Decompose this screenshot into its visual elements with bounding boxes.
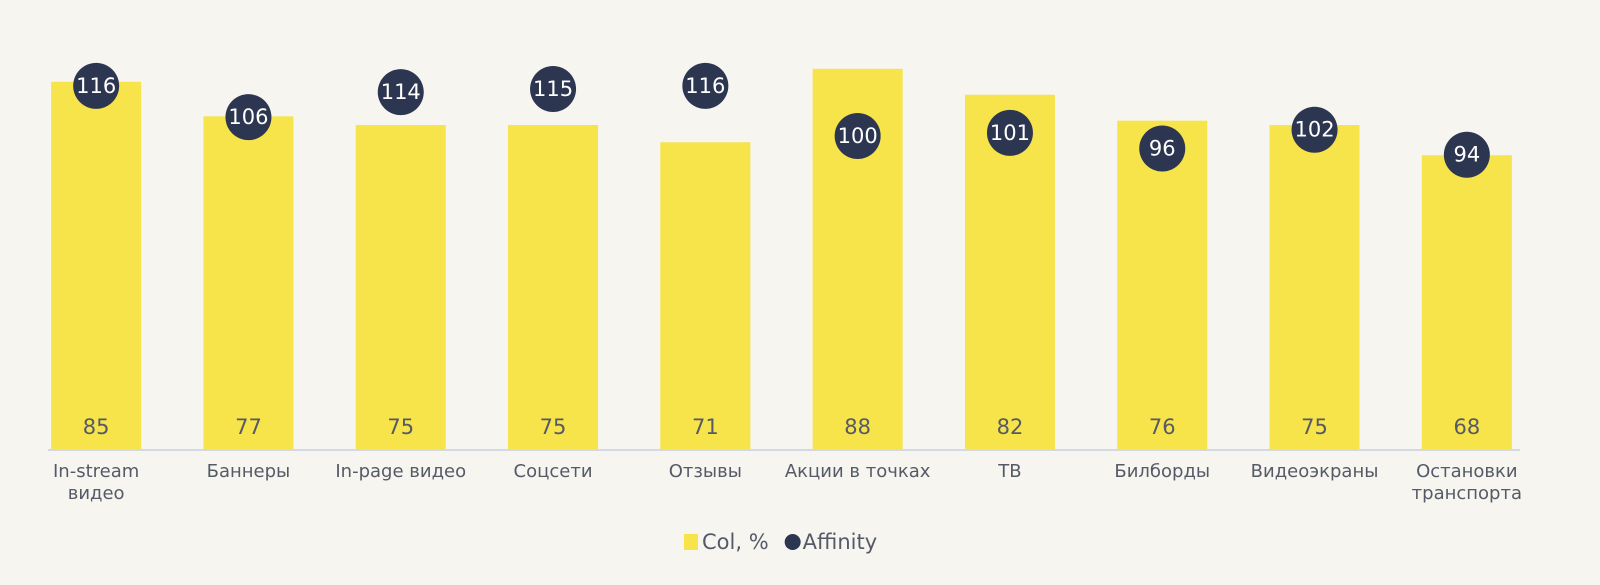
bar-value-label: 71: [692, 415, 719, 439]
x-label-box: Билборды: [1114, 461, 1211, 482]
bar-value-label: 88: [844, 415, 871, 439]
dot-value-label: 100: [838, 124, 878, 148]
bar: [1117, 120, 1208, 450]
x-tick-label: Остановки транспорта: [1411, 461, 1523, 504]
legend-swatch: [684, 534, 698, 550]
x-label-box: Соцсети: [513, 461, 593, 482]
dot-value-label: 102: [1295, 118, 1335, 142]
legend-label: Col, %: [702, 530, 769, 554]
affinity-dot: [682, 62, 729, 109]
affinity-dot: [73, 62, 120, 109]
x-tick-label: Соцсети: [513, 461, 593, 482]
dot-value-label: 115: [533, 77, 573, 101]
legend-swatch: [784, 534, 801, 550]
bar: [1269, 125, 1360, 449]
affinity-dot: [834, 112, 881, 159]
x-tick-label: Акции в точках: [784, 461, 931, 482]
bar-value-label: 85: [83, 415, 110, 439]
x-tick-label: Билборды: [1114, 461, 1211, 482]
affinity-dot: [1291, 106, 1338, 153]
affinity-dot: [986, 109, 1033, 156]
x-label-box: Акции в точках: [784, 461, 931, 482]
x-label-box: In-page видео: [335, 461, 467, 482]
dot-value-label: 96: [1149, 136, 1176, 160]
x-tick-label: In-stream видео: [52, 461, 140, 504]
dot-value-label: 94: [1453, 143, 1480, 167]
affinity-dot: [530, 66, 577, 112]
bar: [508, 125, 599, 449]
x-label-box: Баннеры: [206, 461, 291, 482]
x-label-box: Остановки транспорта: [1411, 461, 1523, 504]
legend: Col, % Affinity: [684, 530, 877, 554]
x-tick-label: ТВ: [998, 461, 1022, 482]
bar: [51, 81, 142, 450]
x-tick-label: In-page видео: [335, 461, 467, 482]
bar: [203, 116, 294, 450]
bar-value-label: 77: [235, 415, 262, 439]
bar-value-label: 82: [997, 415, 1024, 439]
x-label-box: In-stream видео: [52, 461, 140, 504]
affinity-dot: [225, 94, 272, 141]
affinity-dot: [1443, 131, 1490, 178]
legend-label: Affinity: [803, 530, 877, 554]
affinity-dot: [1139, 125, 1186, 172]
x-label-box: Отзывы: [668, 461, 742, 482]
x-tick-label: Отзывы: [668, 461, 742, 482]
x-label-box: ТВ: [998, 461, 1022, 482]
dot-value-label: 101: [990, 121, 1030, 145]
bar-value-label: 75: [1301, 415, 1328, 439]
bar-value-label: 75: [387, 415, 414, 439]
x-tick-label: Баннеры: [206, 461, 291, 482]
affinity-dot: [377, 69, 424, 116]
x-tick-label: Видеоэкраны: [1250, 461, 1379, 482]
bar-value-label: 75: [540, 415, 567, 439]
bar: [1421, 155, 1512, 450]
dot-value-label: 114: [381, 80, 421, 104]
bar: [660, 142, 751, 449]
dot-value-label: 106: [228, 105, 268, 129]
bar-value-label: 68: [1453, 415, 1480, 439]
bar-value-label: 76: [1149, 415, 1176, 439]
dot-value-label: 116: [685, 74, 725, 98]
bar: [355, 125, 446, 449]
dot-value-label: 116: [76, 74, 116, 98]
x-label-box: Видеоэкраны: [1250, 461, 1379, 482]
